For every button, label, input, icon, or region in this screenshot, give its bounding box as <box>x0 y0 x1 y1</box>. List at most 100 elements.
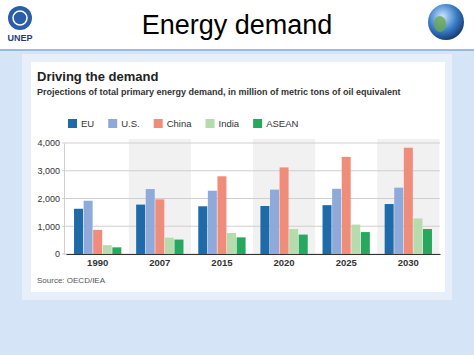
bar <box>332 189 341 254</box>
bar-series <box>112 229 432 254</box>
grid-line <box>62 226 440 227</box>
legend-item: China <box>154 118 193 129</box>
y-tick: 0 <box>55 249 64 259</box>
grid <box>62 143 440 254</box>
legend-item: U.S. <box>108 118 139 129</box>
bar <box>112 247 121 254</box>
grid-line <box>62 170 440 171</box>
bar <box>165 238 174 254</box>
bar <box>174 240 183 254</box>
legend-label: ASEAN <box>266 118 298 129</box>
bars <box>74 148 432 254</box>
bar <box>270 190 279 254</box>
bar <box>394 188 403 254</box>
bar <box>423 229 432 254</box>
grid-line <box>62 198 440 199</box>
x-tick: 2030 <box>398 254 419 268</box>
x-tick: 1990 <box>87 254 108 268</box>
x-tick-label: 2007 <box>149 257 170 268</box>
bar <box>103 245 112 254</box>
x-axis: 1990 2007 2015 2020 2025 2030 <box>67 254 441 268</box>
bar <box>280 167 289 254</box>
legend-label: India <box>219 118 240 129</box>
legend-swatch <box>253 119 262 128</box>
chart-panel <box>22 54 452 300</box>
legend-label: China <box>167 118 193 129</box>
bar <box>93 230 102 254</box>
logo-emblem-ring <box>13 11 27 25</box>
legend-item: ASEAN <box>253 118 298 129</box>
y-tick-label: 4,000 <box>37 138 60 148</box>
column-shade <box>129 139 191 254</box>
grid-line <box>62 143 440 144</box>
y-tick: 1,000 <box>37 222 64 232</box>
y-tick: 4,000 <box>37 138 64 148</box>
slide-title: Energy demand <box>142 10 333 40</box>
column-shade <box>377 139 439 254</box>
x-tick-label: 2025 <box>336 257 358 268</box>
bar <box>385 204 394 254</box>
slide: UNEP Energy demand Driving the demand Proje… <box>0 0 474 355</box>
x-tick: 2020 <box>273 254 294 268</box>
bar <box>299 235 308 254</box>
y-tick: 2,000 <box>37 194 64 204</box>
chart-subtitle: Projections of total primary energy dema… <box>37 87 401 97</box>
logo-text: UNEP <box>7 33 32 43</box>
column-shading <box>129 139 440 254</box>
y-tick-label: 0 <box>55 249 60 259</box>
legend-label: U.S. <box>121 118 139 129</box>
bar <box>342 157 351 254</box>
bar-series <box>103 218 423 254</box>
globe-land <box>434 16 446 32</box>
bar <box>84 201 93 254</box>
logo-emblem <box>8 6 32 30</box>
bar <box>413 218 422 254</box>
bar <box>208 191 217 254</box>
bar <box>361 232 370 254</box>
bar <box>136 205 145 254</box>
x-tick-label: 2015 <box>211 257 233 268</box>
bar <box>217 176 226 254</box>
y-tick-label: 1,000 <box>37 222 60 232</box>
chart-source: Source: OECD/IEA <box>37 276 106 285</box>
legend-swatch <box>68 119 77 128</box>
bar-series <box>93 148 413 254</box>
globe <box>428 4 464 40</box>
y-tick-label: 2,000 <box>37 194 60 204</box>
y-tick-label: 3,000 <box>37 166 60 176</box>
x-tick-label: 2020 <box>273 257 294 268</box>
x-tick: 2025 <box>336 254 358 268</box>
legend: EU U.S. China India ASEAN <box>68 118 298 129</box>
bar <box>289 229 298 254</box>
bar <box>74 209 83 254</box>
bar <box>146 189 155 254</box>
chart-box <box>31 62 445 292</box>
legend-label: EU <box>81 118 94 129</box>
x-axis-line <box>67 254 441 255</box>
legend-swatch <box>108 119 117 128</box>
y-tick: 3,000 <box>37 166 64 176</box>
chart-title: Driving the demand <box>37 69 158 84</box>
y-axis-line <box>64 144 65 255</box>
column-shade <box>253 139 315 254</box>
bar <box>323 205 332 254</box>
legend-item: India <box>206 118 240 129</box>
legend-swatch <box>154 119 163 128</box>
x-tick: 2007 <box>149 254 170 268</box>
bar <box>155 199 164 254</box>
bar <box>227 233 236 254</box>
header-rule <box>0 49 474 51</box>
bar-series <box>84 188 404 254</box>
x-tick-label: 1990 <box>87 257 108 268</box>
legend-item: EU <box>68 118 94 129</box>
bar <box>351 225 360 254</box>
slide-background <box>0 0 474 355</box>
x-tick-label: 2030 <box>398 257 419 268</box>
content-background <box>0 50 474 355</box>
legend-swatch <box>206 119 215 128</box>
bar <box>237 237 246 254</box>
bar <box>198 206 207 254</box>
x-tick: 2015 <box>211 254 233 268</box>
y-axis: 0 1,000 2,000 3,000 4,000 <box>37 138 64 259</box>
bar <box>404 148 413 254</box>
